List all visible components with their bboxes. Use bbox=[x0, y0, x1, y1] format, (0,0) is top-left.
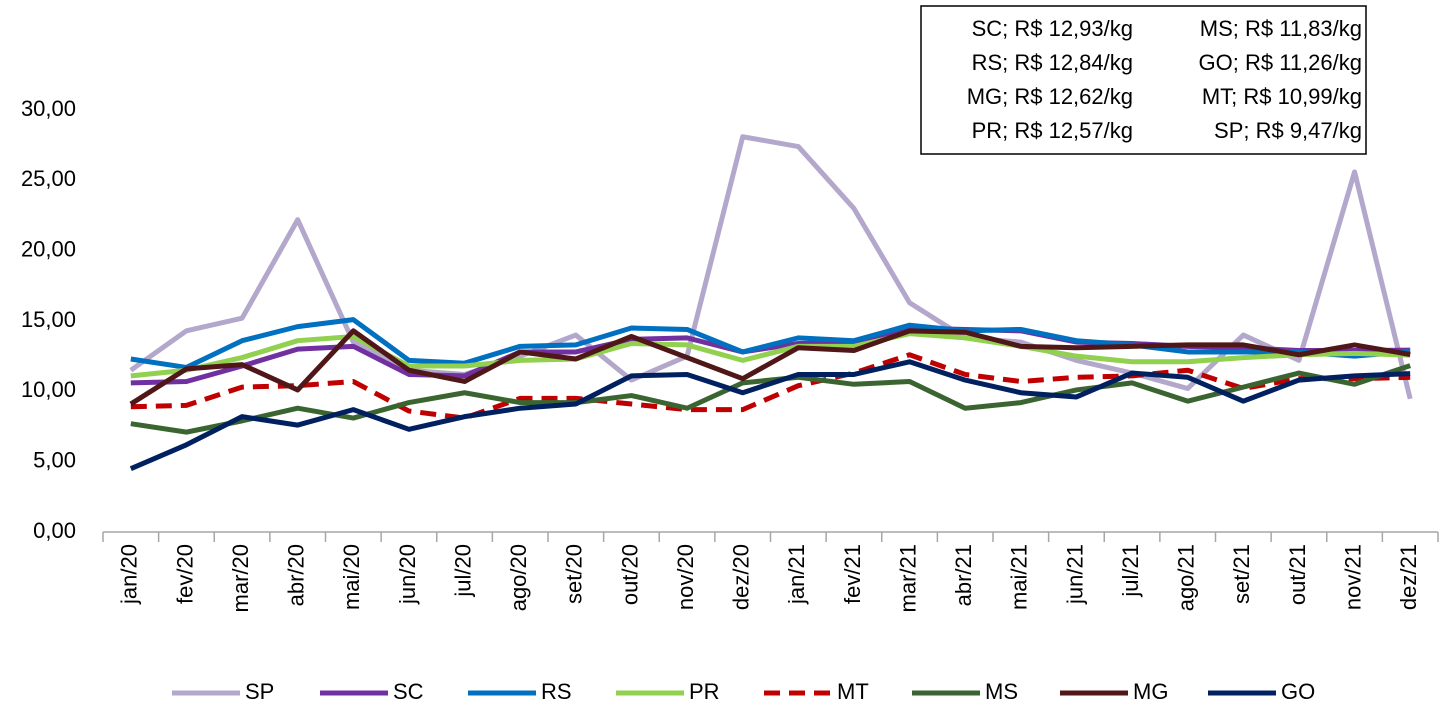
x-tick-label: fev/21 bbox=[840, 544, 865, 604]
legend-label: PR bbox=[689, 679, 720, 704]
y-tick-label: 10,00 bbox=[21, 377, 76, 402]
x-tick-label: dez/20 bbox=[729, 544, 754, 610]
x-tick-label: set/21 bbox=[1229, 544, 1254, 604]
x-tick-label: fev/20 bbox=[172, 544, 197, 604]
x-tick-label: dez/21 bbox=[1396, 544, 1421, 610]
y-tick-label: 0,00 bbox=[33, 518, 76, 543]
annotation: MT; R$ 10,99/kg bbox=[1202, 84, 1362, 109]
x-tick-label: nov/21 bbox=[1340, 544, 1365, 610]
x-tick-label: abr/20 bbox=[284, 544, 309, 606]
x-tick-label: jul/21 bbox=[1118, 544, 1143, 598]
x-tick-label: out/21 bbox=[1285, 544, 1310, 605]
annotation: SC; R$ 12,93/kg bbox=[972, 16, 1133, 41]
x-tick-label: out/20 bbox=[617, 544, 642, 605]
x-tick-label: mar/21 bbox=[895, 544, 920, 612]
x-tick-label: jun/20 bbox=[395, 544, 420, 605]
x-tick-label: jul/20 bbox=[450, 544, 475, 598]
x-tick-label: nov/20 bbox=[673, 544, 698, 610]
line-series bbox=[130, 352, 1411, 421]
legend-label: SC bbox=[393, 679, 424, 704]
annotation: RS; R$ 12,84/kg bbox=[972, 50, 1133, 75]
x-tick-label: mar/20 bbox=[228, 544, 253, 612]
x-tick-label: jan/20 bbox=[117, 544, 142, 605]
x-tick-label: ago/20 bbox=[506, 544, 531, 611]
annotation: SP; R$ 9,47/kg bbox=[1214, 118, 1362, 143]
line-series bbox=[130, 317, 1411, 370]
annotation: MG; R$ 12,62/kg bbox=[967, 84, 1133, 109]
x-tick-label: mai/20 bbox=[339, 544, 364, 610]
y-tick-label: 30,00 bbox=[21, 96, 76, 121]
x-tick-label: abr/21 bbox=[951, 544, 976, 606]
y-tick-label: 5,00 bbox=[33, 447, 76, 472]
legend-label: GO bbox=[1281, 679, 1315, 704]
legend-label: MT bbox=[837, 679, 869, 704]
line-series bbox=[130, 331, 1411, 379]
x-tick-label: ago/21 bbox=[1174, 544, 1199, 611]
legend-label: SP bbox=[245, 679, 274, 704]
legend-label: RS bbox=[541, 679, 572, 704]
legend-label: MG bbox=[1133, 679, 1168, 704]
line-series bbox=[129, 328, 1411, 407]
x-tick-label: mai/21 bbox=[1007, 544, 1032, 610]
y-tick-label: 20,00 bbox=[21, 236, 76, 261]
x-tick-label: set/20 bbox=[562, 544, 587, 604]
legend-label: MS bbox=[985, 679, 1018, 704]
x-tick-label: jan/21 bbox=[784, 544, 809, 605]
annotation: MS; R$ 11,83/kg bbox=[1200, 16, 1362, 41]
x-tick-label: jun/21 bbox=[1062, 544, 1087, 605]
line-series bbox=[129, 359, 1411, 471]
y-tick-label: 15,00 bbox=[21, 307, 76, 332]
annotation-box bbox=[920, 5, 1367, 155]
y-tick-label: 25,00 bbox=[21, 166, 76, 191]
annotation: PR; R$ 12,57/kg bbox=[972, 118, 1133, 143]
annotation: GO; R$ 11,26/kg bbox=[1199, 50, 1362, 75]
line-series bbox=[130, 363, 1411, 435]
